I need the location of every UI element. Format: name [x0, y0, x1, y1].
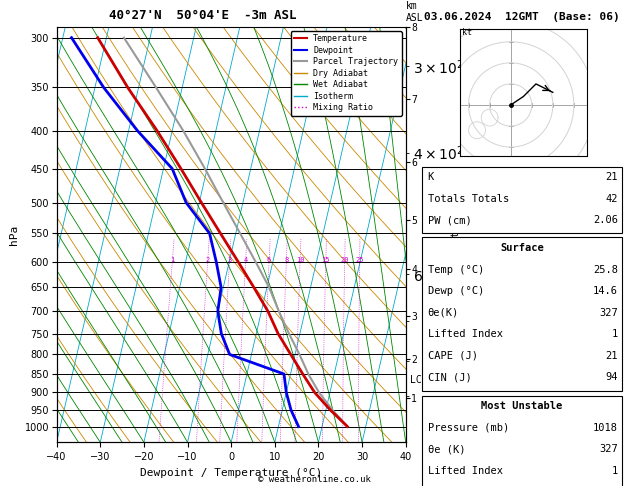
Text: 42: 42 — [605, 194, 618, 204]
Text: 20: 20 — [340, 258, 349, 263]
Text: 21: 21 — [605, 350, 618, 361]
Text: CIN (J): CIN (J) — [428, 372, 472, 382]
Text: Most Unstable: Most Unstable — [481, 401, 562, 412]
Text: 1: 1 — [170, 258, 174, 263]
Text: PW (cm): PW (cm) — [428, 215, 472, 226]
Text: 1018: 1018 — [593, 423, 618, 433]
Text: LCL: LCL — [410, 375, 428, 384]
Text: 8: 8 — [284, 258, 289, 263]
Y-axis label: hPa: hPa — [9, 225, 19, 244]
Text: K: K — [428, 173, 434, 182]
Text: 2.06: 2.06 — [593, 215, 618, 226]
Text: 327: 327 — [599, 308, 618, 318]
Text: 2: 2 — [206, 258, 210, 263]
Legend: Temperature, Dewpoint, Parcel Trajectory, Dry Adiabat, Wet Adiabat, Isotherm, Mi: Temperature, Dewpoint, Parcel Trajectory… — [291, 31, 401, 116]
Text: CAPE (J): CAPE (J) — [428, 350, 477, 361]
Text: km
ASL: km ASL — [406, 1, 423, 22]
Text: 1: 1 — [611, 329, 618, 339]
Text: 25.8: 25.8 — [593, 265, 618, 275]
Text: Lifted Index: Lifted Index — [428, 329, 503, 339]
Text: Pressure (mb): Pressure (mb) — [428, 423, 509, 433]
Text: © weatheronline.co.uk: © weatheronline.co.uk — [258, 474, 371, 484]
Text: 25: 25 — [355, 258, 364, 263]
Text: 40°27'N  50°04'E  -3m ASL: 40°27'N 50°04'E -3m ASL — [109, 9, 297, 22]
Text: 4: 4 — [243, 258, 248, 263]
Bar — [421, 238, 622, 391]
Text: 1: 1 — [611, 466, 618, 476]
Text: Dewp (°C): Dewp (°C) — [428, 286, 484, 296]
Text: kt: kt — [462, 29, 472, 37]
Text: 15: 15 — [321, 258, 330, 263]
Text: 94: 94 — [605, 372, 618, 382]
Text: 21: 21 — [605, 173, 618, 182]
Text: Surface: Surface — [500, 243, 543, 253]
Text: θe (K): θe (K) — [428, 444, 465, 454]
Text: 14.6: 14.6 — [593, 286, 618, 296]
Bar — [421, 167, 622, 233]
Text: 327: 327 — [599, 444, 618, 454]
Text: 6: 6 — [267, 258, 271, 263]
Text: Totals Totals: Totals Totals — [428, 194, 509, 204]
Bar — [421, 396, 622, 486]
Text: Mixing Ratio (g/kg): Mixing Ratio (g/kg) — [451, 179, 461, 290]
Text: θe(K): θe(K) — [428, 308, 459, 318]
Text: Temp (°C): Temp (°C) — [428, 265, 484, 275]
Text: Lifted Index: Lifted Index — [428, 466, 503, 476]
X-axis label: Dewpoint / Temperature (°C): Dewpoint / Temperature (°C) — [140, 468, 322, 478]
Text: 10: 10 — [296, 258, 304, 263]
Text: 3: 3 — [228, 258, 231, 263]
Text: 03.06.2024  12GMT  (Base: 06): 03.06.2024 12GMT (Base: 06) — [424, 12, 620, 22]
